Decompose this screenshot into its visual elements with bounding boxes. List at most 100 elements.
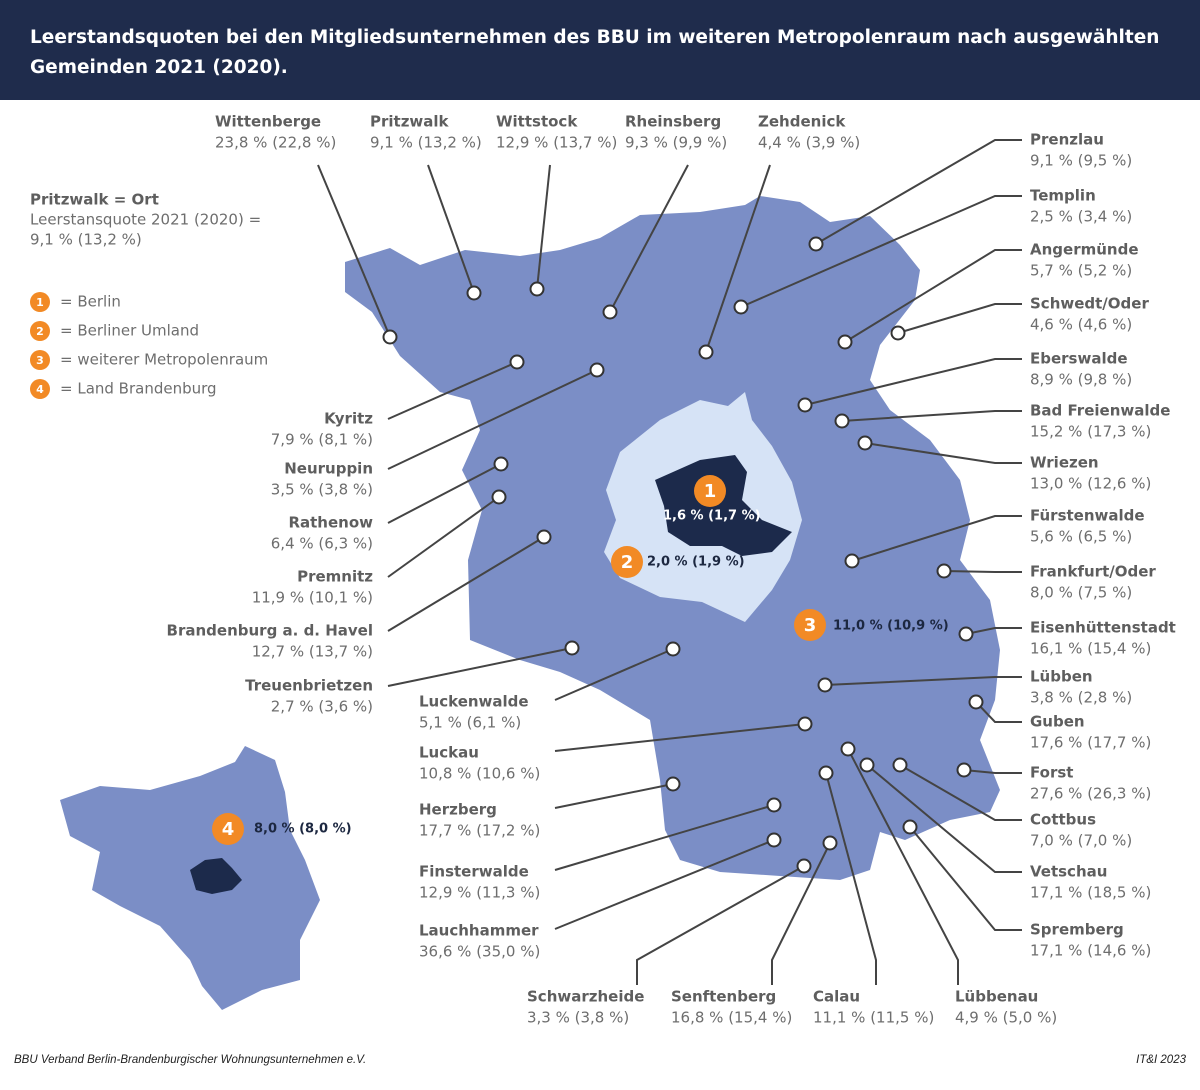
leader-line <box>824 676 1022 686</box>
leader-line <box>554 648 674 701</box>
place-dot <box>837 334 853 350</box>
place-name: Wittstock <box>496 113 578 131</box>
leader-line <box>909 826 1022 931</box>
place-dot <box>698 344 714 360</box>
place-dot <box>892 757 908 773</box>
leader-line <box>825 772 877 985</box>
place-dot <box>466 285 482 301</box>
place-name: Senftenberg <box>671 988 776 1006</box>
legend-badge-number: 2 <box>36 325 44 338</box>
leader-line <box>771 842 831 985</box>
place-value: 17,7 % (17,2 %) <box>419 822 540 840</box>
place-value: 12,9 % (11,3 %) <box>419 884 540 902</box>
place-dot <box>797 716 813 732</box>
legend-label: = weiterer Metropolenraum <box>60 351 268 369</box>
place-dot <box>733 299 749 315</box>
place-value: 7,0 % (7,0 %) <box>1030 832 1132 850</box>
place-name: Herzberg <box>419 801 497 819</box>
place-name: Lübben <box>1030 668 1093 686</box>
place-dot <box>602 304 618 320</box>
place-name: Schwedt/Oder <box>1030 295 1149 313</box>
place-name: Frankfurt/Oder <box>1030 563 1156 581</box>
legend-badge <box>30 379 50 399</box>
legend-badge <box>30 292 50 312</box>
place-name: Eisenhüttenstadt <box>1030 619 1176 637</box>
region-value: 11,0 % (10,9 %) <box>833 619 949 634</box>
place-dot <box>766 832 782 848</box>
place-dot <box>493 456 509 472</box>
place-dot <box>509 354 525 370</box>
place-value: 13,0 % (12,6 %) <box>1030 475 1151 493</box>
place-name: Lübbenau <box>955 988 1038 1006</box>
place-value: 16,8 % (15,4 %) <box>671 1009 792 1027</box>
legend-label: = Berlin <box>60 293 121 311</box>
leader-line <box>387 647 573 687</box>
place-dot <box>818 765 834 781</box>
legend-badge-number: 1 <box>36 296 44 309</box>
place-name: Rheinsberg <box>625 113 721 131</box>
legend-badge-number: 3 <box>36 354 44 367</box>
leader-line <box>963 769 1022 774</box>
header-title: Leerstandsquoten bei den Mitgliedsuntern… <box>30 27 1159 48</box>
leader-line <box>899 764 1022 821</box>
place-value: 9,1 % (13,2 %) <box>370 134 482 152</box>
region-value: 1,6 % (1,7 %) <box>663 509 761 524</box>
leader-line <box>387 463 502 524</box>
place-name: Angermünde <box>1030 241 1139 259</box>
leader-line <box>740 195 1022 308</box>
place-dot <box>840 741 856 757</box>
place-value: 3,5 % (3,8 %) <box>271 481 373 499</box>
place-dot <box>536 529 552 545</box>
leader-line <box>864 442 1022 464</box>
place-name: Fürstenwalde <box>1030 507 1145 525</box>
footer-credit: IT&I 2023 <box>1136 1054 1186 1066</box>
place-name: Guben <box>1030 713 1085 731</box>
place-value: 15,2 % (17,3 %) <box>1030 423 1151 441</box>
place-dot <box>844 553 860 569</box>
leader-line <box>554 839 775 930</box>
region-badge-number: 3 <box>804 615 817 636</box>
header-bar <box>0 0 1200 100</box>
leader-line <box>841 410 1022 422</box>
place-value: 4,4 % (3,9 %) <box>758 134 860 152</box>
place-dot <box>797 397 813 413</box>
place-value: 7,9 % (8,1 %) <box>271 431 373 449</box>
place-value: 3,3 % (3,8 %) <box>527 1009 629 1027</box>
place-dot <box>834 413 850 429</box>
place-name: Calau <box>813 988 860 1006</box>
place-dot <box>589 362 605 378</box>
leader-line <box>427 164 475 294</box>
leader-line <box>317 164 391 338</box>
place-value: 6,4 % (6,3 %) <box>271 535 373 553</box>
place-dot <box>958 626 974 642</box>
place-name: Eberswalde <box>1030 350 1128 368</box>
leader-line <box>897 303 1022 334</box>
place-name: Pritzwalk <box>370 113 450 131</box>
place-name: Wittenberge <box>215 113 321 131</box>
leader-line <box>636 865 805 985</box>
region-badge-number: 2 <box>621 552 634 573</box>
region-badge <box>694 475 726 507</box>
place-name: Schwarzheide <box>527 988 644 1006</box>
region-value: 2,0 % (1,9 %) <box>647 555 745 570</box>
place-name: Vetschau <box>1030 863 1107 881</box>
leader-line <box>705 164 771 353</box>
place-name: Treuenbrietzen <box>245 677 373 695</box>
legend-example: Pritzwalk = Ort <box>30 191 159 209</box>
place-value: 16,1 % (15,4 %) <box>1030 640 1151 658</box>
place-dot <box>822 835 838 851</box>
place-value: 2,7 % (3,6 %) <box>271 698 373 716</box>
place-value: 17,1 % (18,5 %) <box>1030 884 1151 902</box>
leader-line <box>804 358 1022 406</box>
place-dot <box>665 776 681 792</box>
leader-line <box>554 804 775 871</box>
place-value: 17,6 % (17,7 %) <box>1030 734 1151 752</box>
region-badge <box>212 813 244 845</box>
legend-label: = Land Brandenburg <box>60 380 217 398</box>
place-name: Lauchhammer <box>419 922 539 940</box>
legend-example: 9,1 % (13,2 %) <box>30 231 142 249</box>
place-value: 10,8 % (10,6 %) <box>419 765 540 783</box>
leader-line <box>387 536 545 632</box>
place-name: Prenzlau <box>1030 131 1104 149</box>
